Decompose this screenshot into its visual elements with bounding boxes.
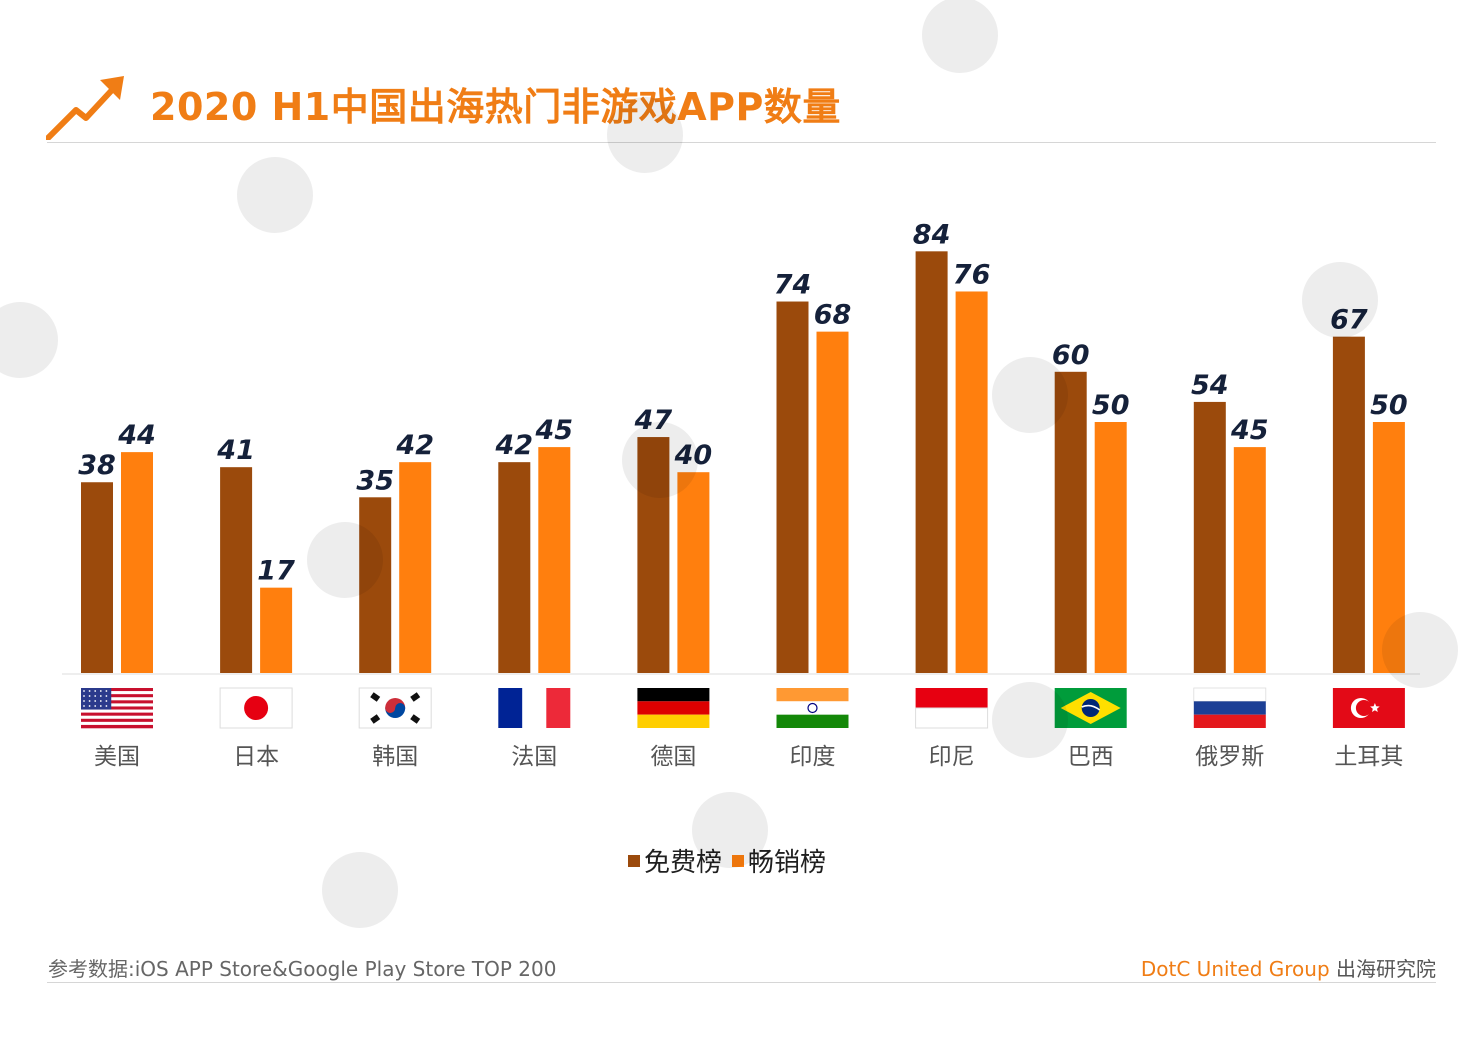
bar-grossing xyxy=(677,472,710,673)
bar-grossing xyxy=(121,452,153,673)
data-label-free: 60 xyxy=(1052,340,1090,371)
data-label-free: 84 xyxy=(913,219,951,250)
category-label: 印尼 xyxy=(929,744,975,770)
header: 2020 H1中国出海热门非游戏APP数量 xyxy=(0,0,1478,145)
brand-name: DotC United Group xyxy=(1140,957,1330,981)
bar-grossing xyxy=(538,447,571,673)
bar-free xyxy=(220,467,253,673)
bar-free xyxy=(81,482,113,673)
india-flag-icon xyxy=(776,688,849,728)
bar-grossing xyxy=(955,291,988,673)
legend-label-grossing: 畅销榜 xyxy=(748,848,827,878)
bar-free xyxy=(637,437,670,673)
bar-grossing xyxy=(1372,422,1405,673)
france-flag-icon xyxy=(498,688,571,728)
legend: 免费榜 畅销榜 xyxy=(628,842,826,879)
us-flag-icon xyxy=(81,688,153,729)
legend-item-grossing: 畅销榜 xyxy=(732,842,826,879)
bar-free xyxy=(915,251,948,673)
category-label: 土耳其 xyxy=(1334,744,1403,770)
data-label-grossing: 40 xyxy=(674,440,713,471)
category-label: 德国 xyxy=(650,744,696,770)
brand-credit: DotC United Group 出海研究院 xyxy=(1141,953,1436,982)
indonesia-flag-icon xyxy=(915,688,989,729)
data-label-grossing: 50 xyxy=(1092,390,1130,421)
brazil-flag-icon xyxy=(1054,688,1127,728)
data-label-grossing: 68 xyxy=(814,300,852,331)
trend-arrow-icon xyxy=(46,76,124,140)
japan-flag-icon xyxy=(219,687,293,729)
bar-free xyxy=(1332,336,1365,673)
turkey-flag-icon xyxy=(1332,688,1405,728)
data-label-grossing: 42 xyxy=(395,430,434,461)
category-label: 韩国 xyxy=(372,744,418,770)
bar-free xyxy=(776,301,809,673)
legend-label-free: 免费榜 xyxy=(644,848,723,878)
footer-divider xyxy=(47,982,1436,983)
germany-flag-icon xyxy=(637,688,710,728)
data-label-free: 35 xyxy=(356,465,394,496)
title-divider xyxy=(47,142,1436,143)
bar-grossing xyxy=(399,462,432,673)
category-label: 美国 xyxy=(94,744,140,770)
category-label: 巴西 xyxy=(1068,744,1114,770)
category-label: 法国 xyxy=(511,744,557,770)
bar-free xyxy=(498,462,531,673)
data-label-free: 54 xyxy=(1191,370,1229,401)
legend-item-free: 免费榜 xyxy=(628,842,722,879)
legend-swatch-grossing xyxy=(732,854,745,867)
data-label-grossing: 17 xyxy=(257,556,295,587)
data-label-free: 42 xyxy=(495,430,534,461)
bar-grossing xyxy=(1233,447,1266,673)
data-label-grossing: 76 xyxy=(953,259,991,290)
category-label: 俄罗斯 xyxy=(1195,744,1264,770)
data-label-free: 74 xyxy=(774,270,812,301)
category-label: 印度 xyxy=(790,744,836,770)
bar-free xyxy=(1193,401,1226,673)
data-label-free: 47 xyxy=(634,405,673,436)
source-note: 参考数据:iOS APP Store&Google Play Store TOP… xyxy=(48,957,557,981)
data-label-free: 67 xyxy=(1330,305,1368,336)
data-label-free: 38 xyxy=(78,450,116,481)
russia-flag-icon xyxy=(1193,687,1267,728)
data-label-grossing: 44 xyxy=(117,420,156,451)
category-label: 日本 xyxy=(233,744,279,770)
data-label-grossing: 45 xyxy=(1230,415,1269,446)
data-label-grossing: 50 xyxy=(1370,390,1408,421)
brand-suffix: 出海研究院 xyxy=(1336,957,1436,981)
data-label-free: 41 xyxy=(216,435,255,466)
data-label-grossing: 45 xyxy=(535,415,574,446)
bar-grossing xyxy=(1094,422,1127,673)
bar-free xyxy=(1054,371,1087,673)
bar-grossing xyxy=(816,331,849,673)
bar-grossing xyxy=(260,587,293,673)
korea-flag-icon xyxy=(358,687,432,729)
legend-swatch-free xyxy=(628,854,640,867)
bar-free xyxy=(359,497,392,673)
chart-title: 2020 H1中国出海热门非游戏APP数量 xyxy=(150,85,841,129)
